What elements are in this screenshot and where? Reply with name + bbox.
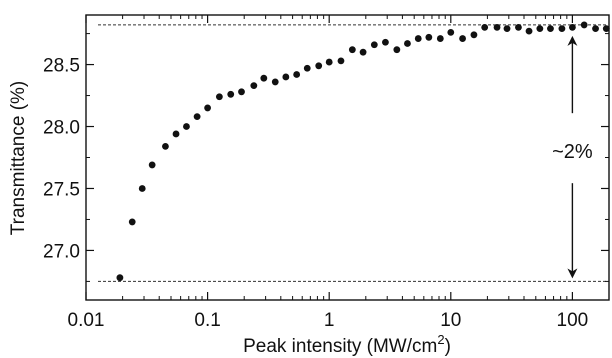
y-tick-label: 28.0 <box>43 118 80 139</box>
annotation-group: ~2% <box>552 35 593 279</box>
data-point-1 <box>128 218 136 226</box>
data-point-4 <box>162 142 169 150</box>
y-tick-label: 27.0 <box>43 241 80 262</box>
y-tick-label: 27.5 <box>43 179 80 200</box>
data-point-24 <box>382 38 389 46</box>
data-point-43 <box>592 25 599 33</box>
y-tick-label: 28.5 <box>43 56 80 77</box>
data-point-14 <box>271 78 279 86</box>
data-point-20 <box>337 57 345 65</box>
data-point-21 <box>348 46 356 54</box>
data-point-33 <box>481 23 489 31</box>
data-point-32 <box>470 31 478 39</box>
x-tick-label: 0.01 <box>68 310 105 331</box>
data-point-19 <box>325 58 333 66</box>
data-point-22 <box>359 48 367 56</box>
x-tick-label: 100 <box>557 310 589 331</box>
plot-frame <box>85 14 610 301</box>
data-point-11 <box>238 88 245 96</box>
data-point-17 <box>303 64 311 72</box>
data-point-2 <box>138 185 146 192</box>
data-point-44 <box>602 25 610 33</box>
data-point-3 <box>148 161 156 169</box>
data-point-9 <box>215 93 223 101</box>
data-points <box>116 21 610 282</box>
data-point-30 <box>447 28 455 36</box>
data-point-15 <box>282 73 290 81</box>
x-axis-ticks: 0.01 0.1 1 10 100 <box>68 15 589 331</box>
data-point-18 <box>315 62 323 70</box>
data-point-39 <box>547 25 554 33</box>
data-point-31 <box>459 35 466 42</box>
data-point-8 <box>204 104 211 112</box>
x-tick-label: 0.1 <box>194 310 220 331</box>
data-point-6 <box>183 123 190 130</box>
x-tick-label: 1 <box>324 310 335 331</box>
data-point-35 <box>503 25 511 33</box>
data-point-12 <box>250 82 258 90</box>
data-point-16 <box>293 71 301 78</box>
data-point-40 <box>558 25 566 33</box>
data-point-23 <box>370 41 378 49</box>
data-point-0 <box>116 274 124 282</box>
data-point-38 <box>536 25 544 33</box>
data-point-37 <box>525 27 533 35</box>
data-point-27 <box>414 35 422 42</box>
data-point-29 <box>436 35 444 42</box>
x-axis-title: Peak intensity (MW/cm2) <box>243 332 451 357</box>
y-axis-ticks: 27.0 27.5 28.0 28.5 <box>43 33 609 282</box>
x-tick-label: 10 <box>440 310 461 331</box>
data-point-5 <box>172 130 180 138</box>
reference-lines <box>98 24 607 282</box>
data-point-10 <box>227 90 235 98</box>
data-point-41 <box>568 23 576 31</box>
data-point-26 <box>404 40 411 47</box>
data-point-7 <box>193 113 201 121</box>
data-point-25 <box>393 46 401 54</box>
data-point-13 <box>260 74 268 82</box>
annotation-label: ~2% <box>552 141 593 163</box>
data-point-42 <box>580 21 588 29</box>
data-point-36 <box>515 23 522 31</box>
data-point-34 <box>493 23 501 31</box>
data-point-28 <box>425 33 433 41</box>
y-axis-title: Transmittance (%) <box>8 81 29 236</box>
